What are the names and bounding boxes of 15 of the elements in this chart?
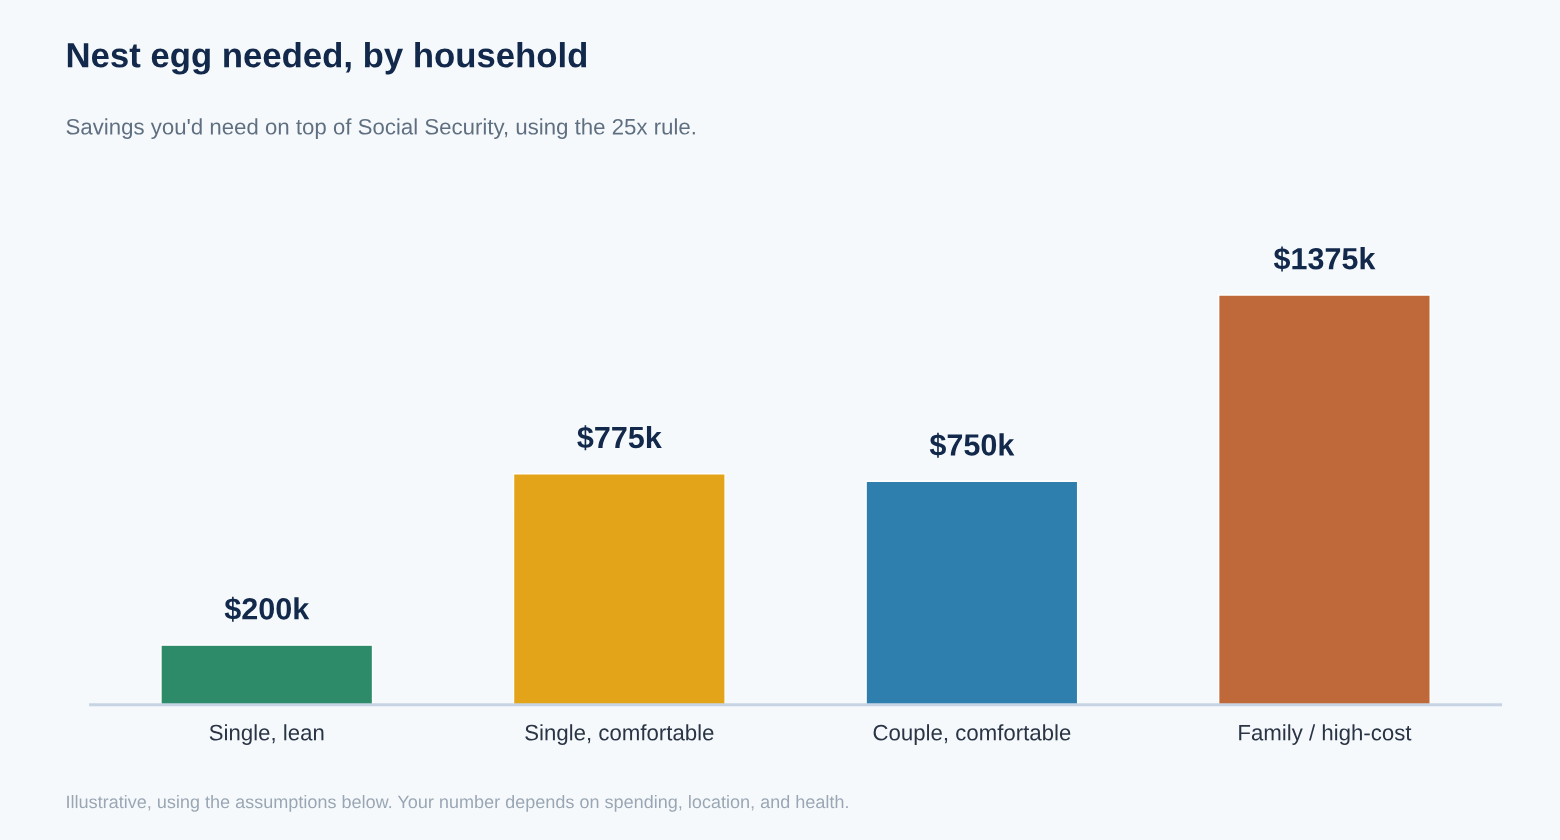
bar	[160, 644, 374, 705]
x-tick-label: Single, lean	[209, 724, 324, 745]
bar	[1217, 294, 1431, 705]
data-label: $1375k	[1273, 246, 1376, 272]
text: Illustrative, using the assumptions below. Your number depends on spending, location, and health.	[67, 795, 848, 812]
x-tick-label: Couple, comfortable	[873, 724, 1071, 745]
data-label: $775k	[577, 425, 662, 451]
chart-subtitle: Savings you'd need on top of Social Security, using the 25x rule.	[66, 118, 695, 140]
bar	[512, 473, 726, 705]
data-label: $200k	[224, 596, 310, 622]
bar	[865, 480, 1079, 705]
x-tick-label: Single, comfortable	[525, 724, 714, 745]
chart-title: Nest egg needed, by household	[67, 42, 587, 75]
x-tick-label: Family / high-cost	[1239, 724, 1412, 745]
data-label: $750k	[929, 432, 1015, 458]
